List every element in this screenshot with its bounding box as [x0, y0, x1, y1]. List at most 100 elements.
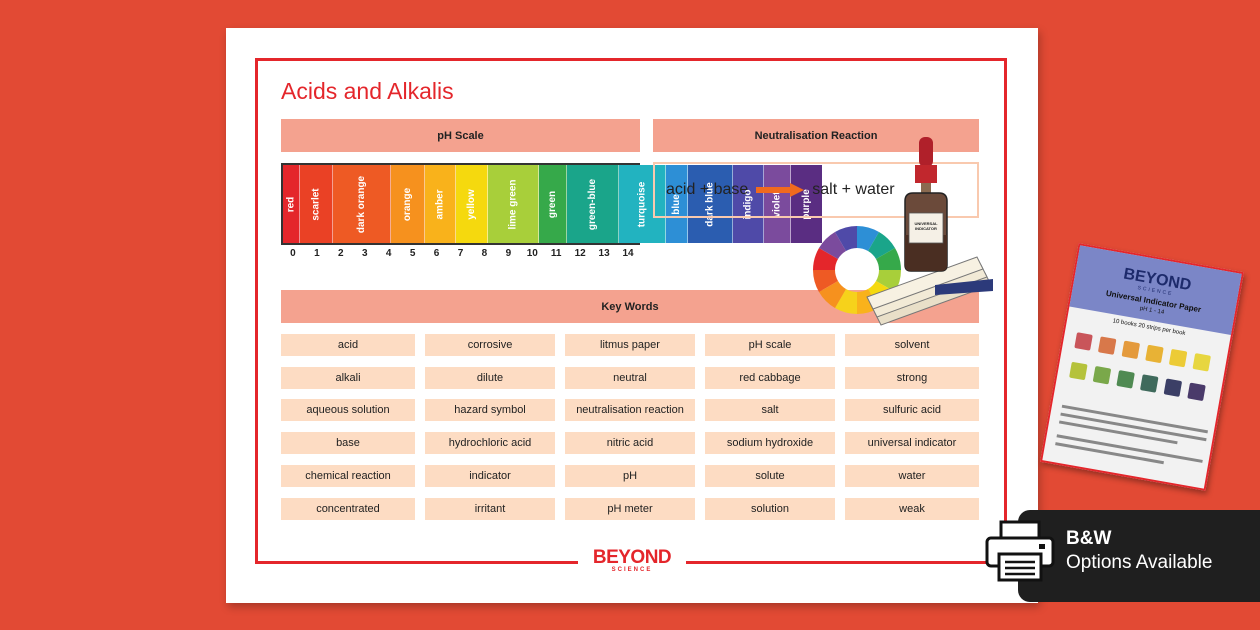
key-word-cell: concentrated: [281, 497, 415, 520]
ph-colour-label: turquoise: [636, 181, 648, 227]
reaction-reactants: acid + base: [666, 181, 749, 198]
ph-number: 1: [314, 248, 320, 259]
key-word-cell: hydrochloric acid: [425, 432, 555, 455]
bottle-label: UNIVERSAL INDICATOR: [914, 221, 938, 231]
ph-cell: blue: [665, 165, 688, 243]
key-word-cell: water: [845, 464, 979, 487]
key-word-cell: aqueous solution: [281, 399, 415, 422]
ph-colour-label: amber: [434, 188, 446, 220]
ph-number: 4: [385, 248, 392, 259]
bw-options-badge: B&W Options Available: [1018, 510, 1260, 602]
badge-line-2: Options Available: [1066, 552, 1213, 573]
dropper-bottle-icon: [904, 137, 948, 272]
ph-cell: scarlet: [299, 165, 333, 243]
ph-scale-heading: pH Scale: [281, 119, 640, 152]
ph-colour-label: orange: [402, 187, 414, 221]
ph-number: 3: [361, 248, 368, 259]
reaction-products: salt + water: [812, 181, 895, 198]
key-word-cell: dilute: [425, 366, 555, 389]
key-word-cell: chemical reaction: [281, 464, 415, 487]
arrow-right-icon: [756, 183, 805, 197]
key-word-cell: pH: [565, 464, 695, 487]
printer-icon: [985, 520, 1055, 582]
ph-colour-label: red: [285, 196, 297, 212]
ph-number: 14: [622, 248, 634, 259]
ph-cell: dark blue: [687, 165, 733, 243]
footer-logo: BEYOND SCIENCE: [584, 548, 680, 574]
card-colour-square: [1069, 361, 1088, 381]
key-word-cell: sodium hydroxide: [705, 432, 835, 455]
card-colour-square: [1116, 370, 1135, 389]
ph-cell: red: [283, 165, 300, 243]
ph-cell: orange: [391, 165, 426, 243]
key-word-cell: litmus paper: [565, 334, 695, 356]
key-word-cell: pH meter: [565, 497, 695, 520]
key-word-cell: irritant: [425, 497, 555, 520]
footer-brand: BEYOND: [592, 547, 672, 568]
ph-colour-label: dark orange: [355, 175, 367, 233]
ph-cell: lime green: [488, 165, 540, 243]
ph-number: 8: [481, 248, 488, 259]
ph-number: 13: [598, 248, 610, 259]
ph-cell: dark orange: [332, 165, 392, 243]
key-word-cell: universal indicator: [845, 432, 979, 455]
card-colour-square: [1192, 353, 1211, 372]
ph-cell: yellow: [456, 165, 488, 243]
ph-colour-label: yellow: [466, 188, 478, 220]
key-word-cell: indicator: [425, 464, 555, 487]
card-colour-square: [1139, 374, 1159, 393]
key-word-cell: nitric acid: [565, 432, 695, 455]
neutralisation-equation: acid + base salt + water: [653, 162, 979, 218]
footer-brand-sub: SCIENCE: [611, 567, 653, 573]
ph-cell: purple: [791, 165, 822, 243]
key-word-cell: pH scale: [705, 334, 835, 356]
key-word-cell: neutralisation reaction: [565, 399, 695, 422]
key-word-cell: corrosive: [425, 334, 555, 356]
key-word-cell: solute: [705, 464, 835, 487]
ph-scale-bar: red scarlet dark orange orange amber yellow li…: [281, 163, 822, 245]
page-title: Acids and Alkalis: [281, 78, 454, 104]
ph-colour-label: scarlet: [310, 187, 322, 221]
ph-number: 5: [409, 248, 416, 259]
ph-number: 6: [433, 248, 440, 259]
key-word-cell: hazard symbol: [425, 399, 555, 422]
card-colour-square: [1092, 365, 1112, 385]
key-word-cell: red cabbage: [705, 366, 835, 389]
ph-cell: green: [539, 165, 568, 243]
indicator-illustration: [813, 137, 993, 326]
ph-cell: green-blue: [567, 165, 620, 243]
key-word-cell: neutral: [565, 366, 695, 389]
card-colour-square: [1163, 378, 1183, 397]
card-colour-square: [1145, 344, 1164, 364]
ph-colour-label: green: [547, 190, 559, 218]
ph-cell: turquoise: [619, 165, 666, 243]
key-word-cell: sulfuric acid: [845, 399, 979, 422]
card-colour-square: [1168, 348, 1188, 368]
ph-number: 9: [505, 248, 512, 259]
key-word-cell: solution: [705, 497, 835, 520]
key-word-cell: salt: [705, 399, 835, 422]
frame-gap: [578, 552, 686, 572]
indicator-paper-card: BEYOND SCIENCE Universal Indicator Paper…: [1040, 243, 1244, 491]
badge-line-1: B&W: [1066, 528, 1112, 549]
key-word-cell: strong: [845, 366, 979, 389]
ph-colour-label: lime green: [507, 178, 519, 230]
ph-number: 0: [290, 248, 296, 259]
ph-number: 7: [457, 248, 464, 259]
ph-cell: amber: [425, 165, 457, 243]
card-colour-square: [1121, 340, 1141, 360]
ph-number: 12: [574, 248, 586, 259]
ph-colour-label: green-blue: [587, 178, 599, 230]
ph-cell: violet: [763, 165, 792, 243]
card-colour-square: [1097, 336, 1117, 355]
key-word-cell: alkali: [281, 366, 415, 389]
key-word-cell: solvent: [845, 334, 979, 356]
ph-number: 2: [338, 248, 344, 259]
card-colour-square: [1187, 382, 1206, 402]
key-word-cell: weak: [845, 497, 979, 520]
key-word-cell: base: [281, 432, 415, 455]
ph-number: 10: [526, 248, 538, 259]
card-colour-square: [1074, 332, 1093, 351]
ph-number: 11: [550, 248, 562, 259]
ph-paper-strips-icon: [866, 256, 993, 326]
